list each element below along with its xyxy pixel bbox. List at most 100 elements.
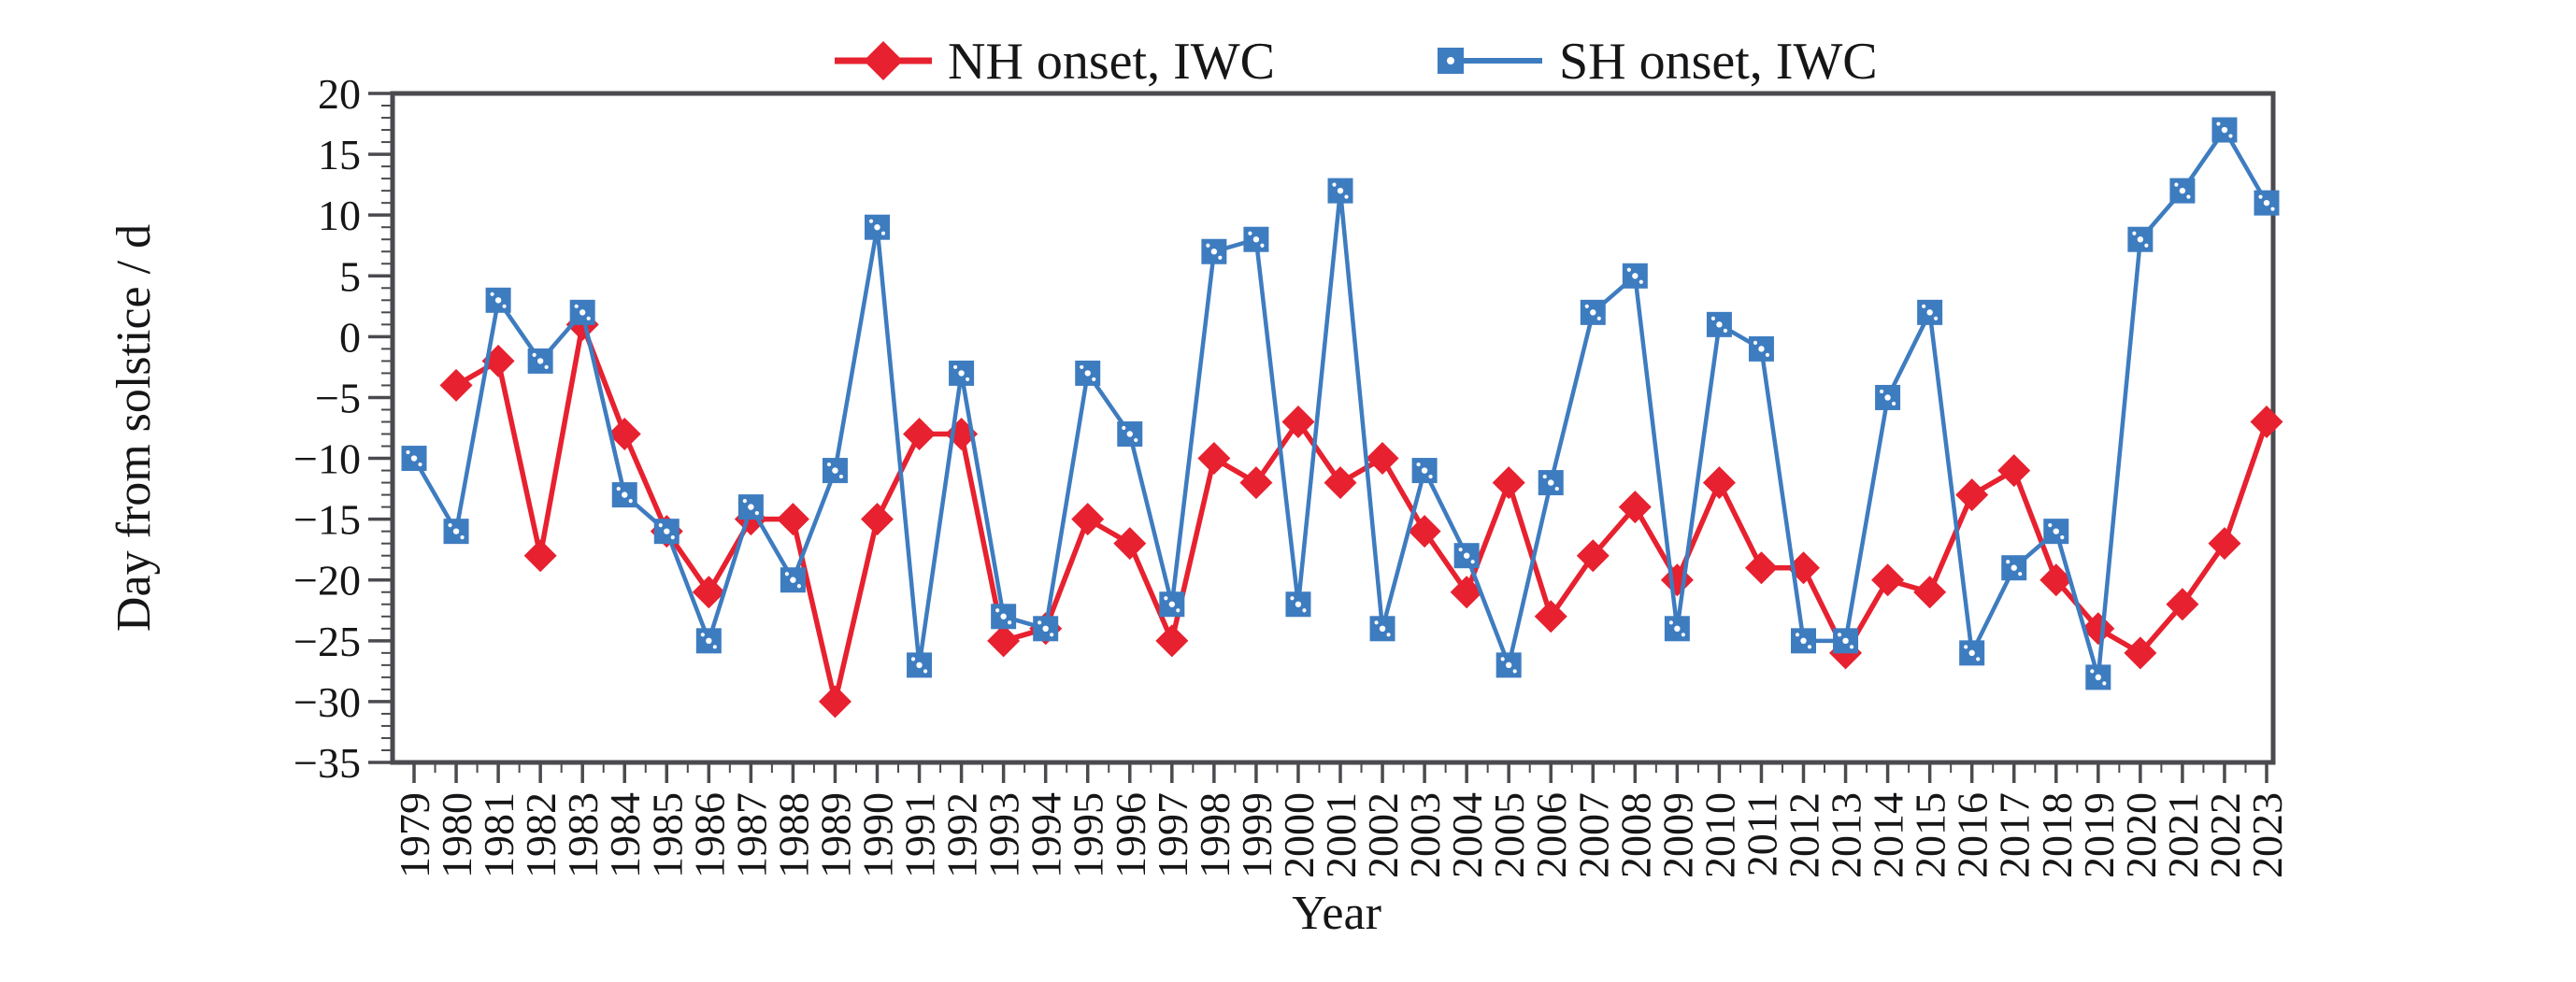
data-point-diamond — [1618, 491, 1652, 524]
data-point-square-dot — [784, 572, 790, 576]
data-point-square-dot — [1542, 474, 1547, 479]
data-point-square-dot — [2006, 560, 2011, 564]
x-tick-label: 2005 — [1485, 792, 1533, 878]
data-point-square-dot — [1126, 431, 1133, 437]
data-point-square-dot — [2270, 206, 2275, 211]
data-point-square-dot — [1332, 182, 1337, 187]
data-point-diamond — [1955, 478, 1989, 512]
y-tick-label: 5 — [339, 252, 361, 300]
x-tick-label: 2004 — [1443, 792, 1491, 878]
plot-area: 20151050−5−10−15−20−25−30−35197919801981… — [293, 70, 2291, 878]
data-point-square-dot — [2095, 674, 2102, 681]
x-tick-label: 1985 — [643, 792, 691, 878]
data-point-square-dot — [537, 358, 544, 364]
data-point-square-dot — [1922, 304, 1926, 308]
data-point-diamond — [1281, 405, 1315, 438]
x-tick-label: 1990 — [854, 792, 902, 878]
data-point-square-dot — [2132, 231, 2137, 235]
data-point-square-dot — [1084, 370, 1091, 377]
x-tick-label: 2011 — [1738, 792, 1785, 876]
x-tick-label: 2007 — [1569, 792, 1617, 878]
legend-square-dot — [1447, 57, 1454, 64]
data-point-square-dot — [2179, 187, 2186, 194]
data-point-square-dot — [1795, 633, 1800, 637]
data-point-diamond — [1239, 466, 1273, 500]
data-point-diamond — [1113, 527, 1147, 561]
x-tick-label: 1998 — [1191, 792, 1238, 878]
x-tick-label: 2000 — [1275, 792, 1323, 878]
data-point-square-dot — [2221, 126, 2228, 134]
data-point-square-dot — [1879, 389, 1884, 394]
data-point-square-dot — [670, 535, 675, 540]
data-point-square-dot — [1374, 620, 1379, 625]
x-tick-label: 2013 — [1823, 792, 1870, 878]
data-point-square-dot — [1092, 377, 1096, 382]
data-point-square-dot — [2228, 134, 2233, 138]
data-point-square-dot — [406, 449, 410, 455]
data-point-square-dot — [544, 364, 549, 369]
data-point-square-dot — [1210, 249, 1218, 255]
data-point-square-dot — [2144, 243, 2149, 248]
x-tick-label: 1979 — [391, 792, 438, 878]
x-tick-label: 2023 — [2243, 792, 2291, 878]
data-point-square-dot — [574, 304, 579, 308]
data-point-square-dot — [1964, 645, 1968, 649]
y-tick-label: −35 — [293, 739, 361, 787]
data-point-square-dot — [1164, 596, 1168, 601]
x-tick-label: 1989 — [811, 792, 859, 878]
data-point-square-dot — [1596, 316, 1601, 320]
data-point-diamond — [1071, 503, 1105, 536]
x-tick-label: 2006 — [1527, 792, 1575, 878]
data-point-square-dot — [995, 608, 1000, 613]
data-point-square-dot — [2258, 194, 2263, 199]
data-point-square-dot — [1000, 613, 1007, 619]
data-point-square-dot — [1842, 637, 1849, 645]
data-point-diamond — [1366, 442, 1399, 476]
data-point-square-dot — [868, 219, 874, 223]
data-point-square-dot — [586, 316, 591, 320]
data-point-square-dot — [1639, 279, 1643, 284]
x-tick-label: 1999 — [1233, 792, 1281, 878]
x-tick-label: 1983 — [559, 792, 607, 878]
data-point-diamond — [2039, 563, 2073, 597]
data-point-square-dot — [1674, 625, 1681, 632]
data-point-square-dot — [1668, 620, 1673, 625]
data-point-square-dot — [460, 535, 465, 540]
x-tick-label: 1988 — [769, 792, 817, 878]
data-point-square-dot — [796, 584, 802, 589]
data-point-diamond — [1871, 563, 1905, 597]
data-point-square-dot — [1038, 620, 1042, 625]
data-point-square-dot — [622, 491, 628, 498]
x-tick-label: 2017 — [1991, 792, 2039, 878]
x-tick-label: 2021 — [2159, 792, 2207, 878]
data-point-square-dot — [1008, 620, 1012, 625]
data-point-square-dot — [1884, 394, 1891, 401]
series-line-nh — [454, 321, 2269, 704]
data-point-square-dot — [1421, 467, 1428, 474]
data-point-square-dot — [1968, 649, 1975, 657]
data-point-square-dot — [2053, 528, 2059, 534]
data-point-square-dot — [1260, 243, 1265, 248]
data-point-square-dot — [965, 377, 970, 382]
x-tick-label: 1994 — [1023, 792, 1070, 878]
data-point-square-dot — [958, 370, 965, 377]
data-point-diamond — [1492, 466, 1525, 500]
x-tick-label: 1981 — [475, 792, 522, 878]
data-point-square-dot — [1926, 309, 1933, 316]
data-point-square-dot — [2090, 669, 2095, 674]
data-point-diamond — [2124, 636, 2157, 670]
data-point-square-dot — [2102, 681, 2107, 686]
x-tick-label: 2008 — [1611, 792, 1659, 878]
data-point-diamond — [776, 503, 809, 536]
legend-label-sh: SH onset, IWC — [1559, 33, 1878, 91]
y-axis-title: Day from solstice / d — [107, 224, 161, 632]
data-point-square-dot — [410, 455, 418, 462]
data-point-square-dot — [1753, 340, 1758, 345]
data-point-square-dot — [1934, 316, 1939, 320]
data-point-square-dot — [1290, 596, 1295, 601]
data-point-square-dot — [2060, 535, 2065, 540]
data-point-square-dot — [1176, 608, 1181, 613]
data-point-square-dot — [2018, 572, 2023, 576]
data-point-square-dot — [1723, 328, 1728, 333]
